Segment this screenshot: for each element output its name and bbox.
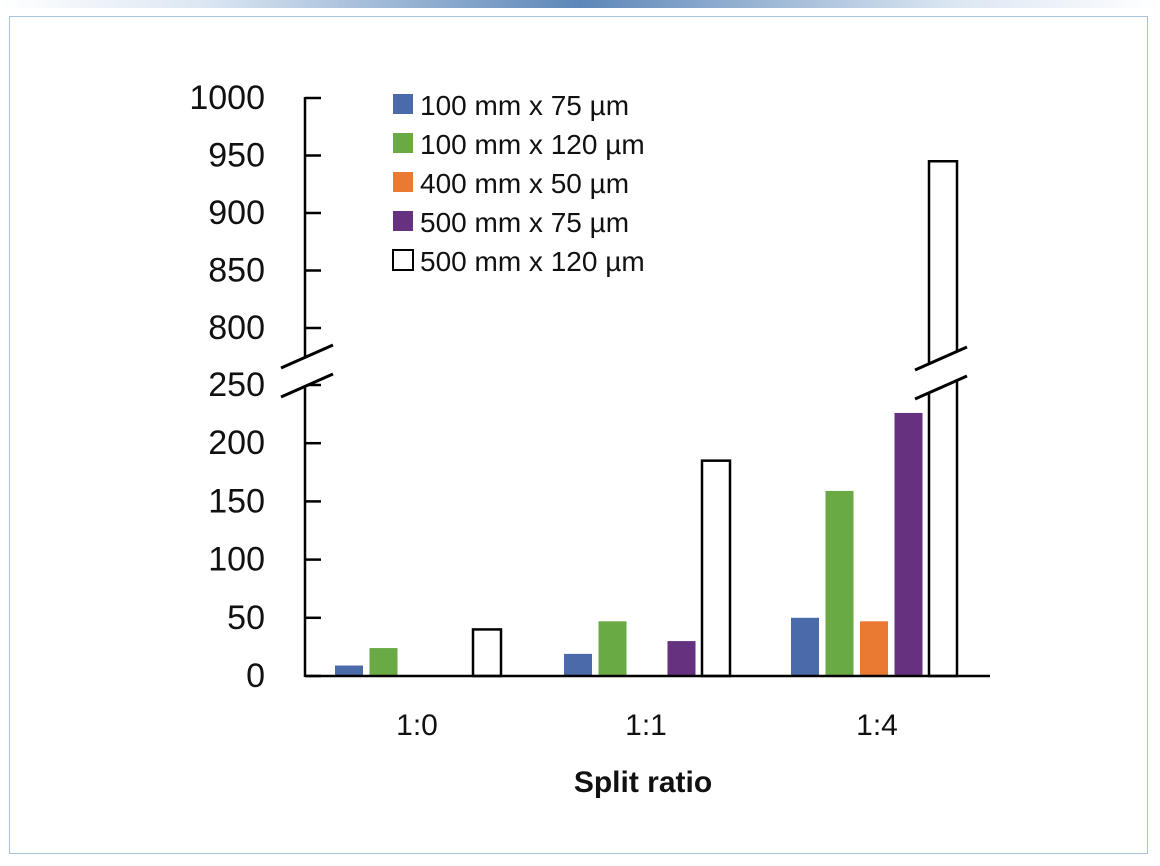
legend: 100 mm x 75 µm 100 mm x 120 µm 400 mm x 50… <box>392 90 645 277</box>
tick-labels-layer: 0 50 100 150 200 250 800 850 900 950 1000 <box>189 79 265 695</box>
category-labels-layer: 1:0 1:1 1:4 <box>396 709 898 742</box>
x-category-label: 1:0 <box>396 709 438 742</box>
bar-break-mark <box>914 345 968 401</box>
top-accent-bar <box>0 0 1160 8</box>
y-tick-label: 800 <box>208 309 265 347</box>
bar-1-1:1 <box>564 653 592 676</box>
y-tick-label: 950 <box>208 137 265 175</box>
legend-label: 500 mm x 75 µm <box>420 207 629 238</box>
legend-label: 100 mm x 75 µm <box>420 90 629 121</box>
y-tick-label: 900 <box>208 194 265 232</box>
bar-4-1:1 <box>667 641 696 676</box>
bar-4-1:4 <box>894 412 923 676</box>
y-tick-label: 150 <box>208 482 265 520</box>
x-category-label: 1:4 <box>856 709 898 742</box>
legend-swatch <box>393 172 413 192</box>
bar-1-1:4 <box>791 617 819 676</box>
legend-swatch <box>393 133 413 153</box>
y-tick-label: 50 <box>227 599 265 637</box>
y-tick-label: 200 <box>208 424 265 462</box>
legend-swatch <box>393 211 413 231</box>
bar-2-1:4 <box>825 490 854 676</box>
y-tick-label: 250 <box>208 366 265 404</box>
axis-break-layer <box>280 343 968 401</box>
bar-3-1:4 <box>860 621 888 676</box>
y-tick-label: 100 <box>208 541 265 579</box>
y-tick-label: 0 <box>246 657 265 695</box>
x-axis-title: Split ratio <box>574 766 712 799</box>
y-tick-label: 1000 <box>189 79 265 117</box>
legend-label: 400 mm x 50 µm <box>420 168 629 199</box>
legend-label: 100 mm x 120 µm <box>420 129 645 160</box>
bar-2-1:1 <box>598 621 627 676</box>
x-category-label: 1:1 <box>625 709 667 742</box>
bar-5-1:4 <box>927 160 959 678</box>
legend-label: 500 mm x 120 µm <box>420 246 645 277</box>
bar-2-1:0 <box>369 648 398 676</box>
y-axis-break-mark <box>280 343 334 399</box>
legend-swatch <box>393 94 413 114</box>
bars-layer <box>335 160 959 678</box>
bar-1-1:0 <box>335 665 363 676</box>
legend-swatch <box>392 249 414 271</box>
bar-5-1:0 <box>471 628 503 678</box>
bar-5-1:1 <box>700 459 732 678</box>
y-tick-label: 850 <box>208 252 265 290</box>
